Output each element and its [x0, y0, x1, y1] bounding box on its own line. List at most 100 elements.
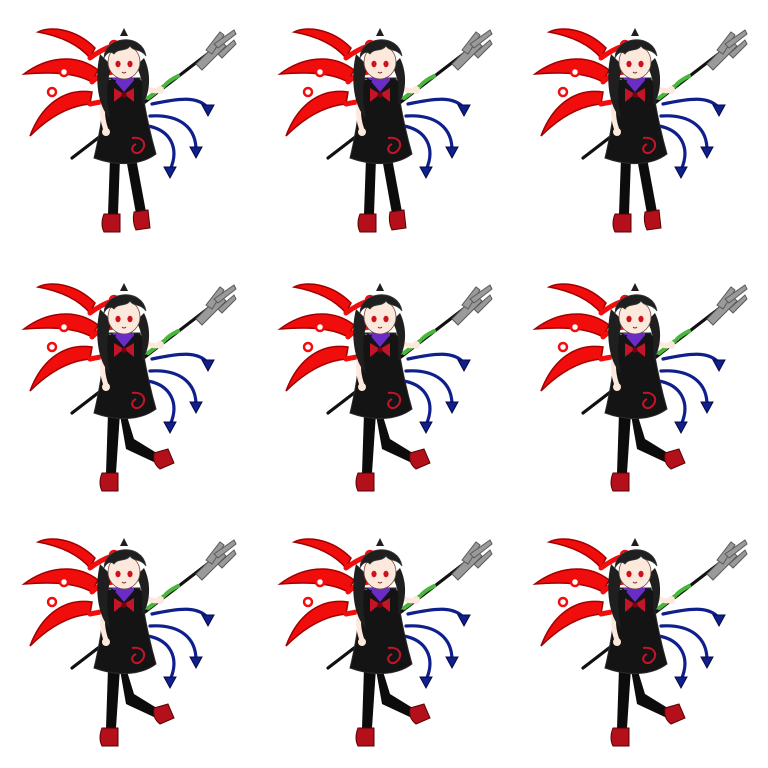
ahoge [376, 283, 384, 291]
ahoge [631, 538, 639, 546]
hair-back-right [136, 313, 150, 361]
left-shoe [355, 727, 375, 747]
left-leg [364, 158, 376, 214]
trident [70, 29, 237, 160]
hair-back-right [647, 568, 661, 616]
red-wings [277, 283, 379, 392]
blue-wing-2 [659, 369, 709, 407]
red-bow [114, 598, 134, 612]
blue-wing-1 [150, 352, 210, 365]
red-wing-ring-3 [302, 596, 314, 608]
blue-wings [146, 607, 215, 690]
red-wing-ring-2 [58, 576, 70, 588]
red-wing-1 [35, 28, 96, 60]
blue-wings [146, 352, 215, 435]
blue-wing-1 [150, 607, 210, 620]
red-wings [21, 28, 123, 137]
head [608, 28, 675, 136]
blue-wing-1 [406, 352, 466, 365]
trident-grip-wrap-top [164, 329, 180, 341]
left-eye [371, 570, 377, 578]
character-sprite [21, 283, 237, 492]
left-eye [626, 60, 632, 68]
right-shoe [664, 703, 686, 725]
bow-knot [377, 347, 383, 353]
hair-back-left [97, 309, 112, 373]
left-eye [115, 315, 121, 323]
red-wing-ring-3 [557, 86, 569, 98]
right-hand [412, 596, 420, 604]
mouth [121, 581, 127, 584]
blue-wing-arrowhead-3 [419, 166, 433, 180]
sprite-offset [277, 538, 493, 747]
trident-grip-wrap-top [164, 74, 180, 86]
trident-prong-right [473, 294, 493, 314]
red-wing-ring-2 [58, 321, 70, 333]
right-leg [382, 158, 402, 214]
right-hand [412, 341, 420, 349]
ahoge [631, 283, 639, 291]
collar [368, 78, 392, 92]
red-wing-3 [29, 90, 93, 137]
character-sprite [21, 538, 237, 747]
blue-wings [402, 352, 471, 435]
red-wing-3 [29, 600, 93, 647]
hair-back-right [647, 58, 661, 106]
sprite-offset [21, 538, 237, 747]
trident-grip-wrap-top [420, 74, 436, 86]
blue-wing-3 [402, 634, 432, 682]
blue-wing-arrowhead-1 [712, 614, 726, 628]
left-shoe [357, 213, 377, 233]
right-eye [638, 315, 644, 323]
trident-prong-middle [469, 284, 493, 304]
sprite-frame-r2c2 [256, 255, 512, 511]
right-hand [667, 596, 675, 604]
left-shoe [355, 472, 375, 492]
right-hand [412, 86, 420, 94]
bangs [103, 294, 147, 314]
sprite-frame-r3c2 [256, 510, 512, 766]
blue-wing-arrowhead-2 [700, 656, 714, 670]
trident [326, 284, 493, 415]
red-wing-1 [291, 538, 352, 570]
legs [610, 413, 686, 492]
left-eye [115, 60, 121, 68]
collar [368, 588, 392, 602]
sprite-offset [21, 28, 237, 233]
blue-wing-arrowhead-2 [445, 656, 459, 670]
red-wing-ring-3 [46, 86, 58, 98]
ahoge [120, 283, 128, 291]
bangs [103, 39, 147, 59]
red-wing-ring-3 [557, 596, 569, 608]
trident-prong-right [473, 549, 493, 569]
bow-knot [632, 92, 638, 98]
left-shoe [99, 472, 119, 492]
blue-wings [146, 97, 215, 180]
red-wing-1 [35, 538, 96, 570]
blue-wing-arrowhead-1 [201, 104, 215, 118]
red-bow [370, 343, 390, 357]
trident-prong-right [217, 39, 237, 59]
trident-prong-middle [213, 29, 237, 49]
left-hand [358, 383, 366, 391]
blue-wing-1 [661, 607, 721, 620]
blue-wing-arrowhead-2 [189, 656, 203, 670]
right-eye [383, 315, 389, 323]
blue-wing-1 [661, 352, 721, 365]
character-sprite [532, 28, 748, 233]
legs [357, 158, 407, 233]
mouth [377, 71, 383, 74]
dress-swirl [131, 391, 146, 409]
red-wing-1 [35, 283, 96, 315]
right-leg-kicked [376, 413, 416, 463]
right-eye [127, 570, 133, 578]
blue-wing-arrowhead-1 [457, 614, 471, 628]
right-leg-kicked [376, 668, 416, 718]
trident-prong-middle [469, 29, 493, 49]
sprite-canvas [277, 283, 493, 492]
sprite-canvas [277, 28, 493, 233]
left-hand [358, 128, 366, 136]
left-shoe [101, 213, 121, 233]
head [353, 538, 420, 646]
red-wing-3 [540, 345, 604, 392]
